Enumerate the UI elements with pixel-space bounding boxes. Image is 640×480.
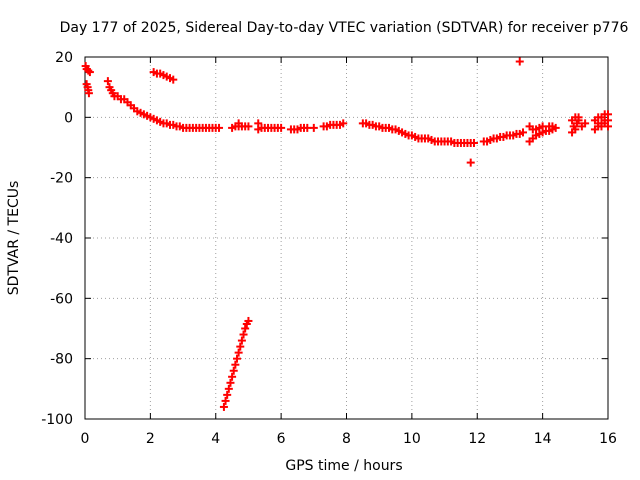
grid	[85, 57, 608, 419]
data-point	[574, 113, 583, 122]
x-tick-label: 2	[146, 431, 155, 447]
data-point	[469, 138, 478, 147]
y-tick-label: -100	[41, 412, 73, 428]
data-point	[236, 342, 245, 351]
data-point	[229, 366, 238, 375]
x-tick-label: 0	[81, 431, 90, 447]
data-point	[519, 128, 528, 137]
y-tick-label: 20	[55, 50, 73, 66]
data-point	[515, 57, 524, 66]
data-point	[244, 122, 253, 131]
data-point	[221, 396, 230, 405]
y-tick-label: 0	[64, 110, 73, 126]
data-point	[234, 348, 243, 357]
data-points	[81, 57, 612, 411]
data-point	[226, 378, 235, 387]
data-point	[551, 123, 560, 132]
data-point	[254, 119, 263, 128]
data-point	[277, 123, 286, 132]
chart-title: Day 177 of 2025, Sidereal Day-to-day VTE…	[60, 20, 629, 36]
x-axis-label: GPS time / hours	[285, 458, 402, 474]
data-point	[85, 68, 94, 77]
data-point	[239, 330, 248, 339]
y-tick-label: -20	[50, 171, 73, 187]
data-point	[223, 390, 232, 399]
data-point	[244, 316, 253, 325]
data-point	[215, 123, 224, 132]
data-point	[581, 119, 590, 128]
data-point	[234, 119, 243, 128]
x-tick-label: 4	[211, 431, 220, 447]
y-axis-label: SDTVAR / TECUs	[6, 181, 22, 296]
tick-marks	[84, 56, 609, 420]
data-point	[84, 89, 93, 98]
x-tick-label: 10	[403, 431, 421, 447]
data-point	[466, 158, 475, 167]
x-tick-label: 12	[468, 431, 486, 447]
data-point	[103, 77, 112, 86]
data-point	[237, 336, 246, 345]
data-point	[169, 75, 178, 84]
data-point	[231, 360, 240, 369]
y-tick-label: -60	[50, 291, 73, 307]
data-point	[241, 324, 250, 333]
data-point	[84, 66, 93, 75]
y-tick-label: -40	[50, 231, 73, 247]
data-point	[309, 123, 318, 132]
data-point	[232, 354, 241, 363]
data-point	[228, 372, 237, 381]
x-tick-label: 16	[599, 431, 617, 447]
data-point	[604, 110, 612, 119]
data-point	[604, 122, 612, 131]
y-tick-labels: -100 -80 -60 -40 -20 0 20	[41, 50, 73, 428]
data-point	[571, 125, 580, 134]
data-point	[219, 402, 228, 411]
data-point	[339, 119, 348, 128]
x-tick-labels: 0 2 4 6 8 10 12 14 16	[81, 431, 617, 447]
data-point	[224, 384, 233, 393]
x-tick-label: 14	[534, 431, 552, 447]
x-tick-label: 6	[277, 431, 286, 447]
y-tick-label: -80	[50, 352, 73, 368]
x-tick-label: 8	[342, 431, 351, 447]
